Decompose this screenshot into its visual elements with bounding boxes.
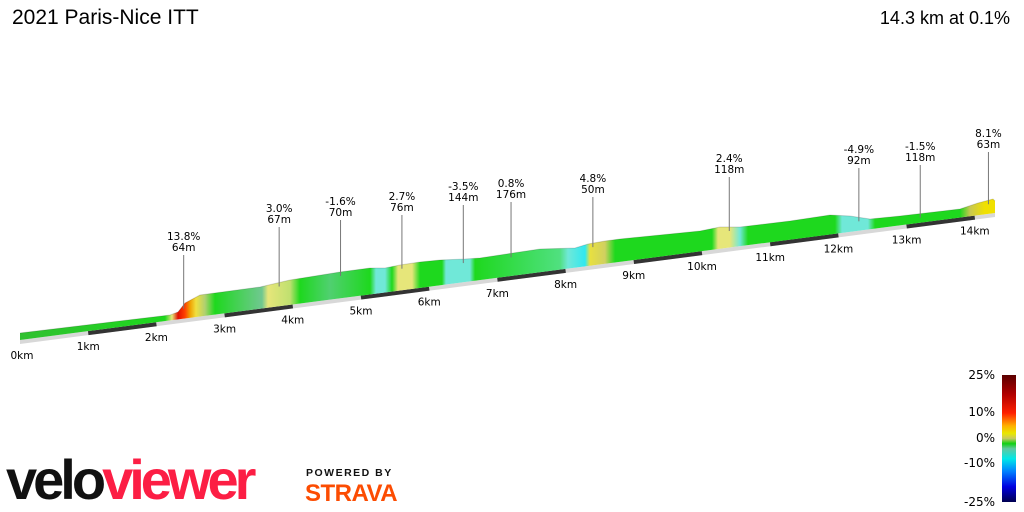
- segment-annotation: 13.8%64m: [167, 231, 200, 309]
- km-tick-label: 0km: [11, 350, 34, 362]
- elevation-ribbon: [19, 198, 996, 340]
- km-tick-label: 9km: [622, 270, 645, 282]
- km-tick-label: 3km: [213, 323, 236, 335]
- route-summary: 14.3 km at 0.1%: [879, 8, 1010, 28]
- annotation-grade: -3.5%: [448, 181, 478, 193]
- km-bar: [87, 322, 157, 336]
- annotation-grade: 13.8%: [167, 231, 200, 243]
- km-bar: [769, 233, 839, 247]
- segment-annotation: -3.5%144m: [448, 181, 479, 264]
- km-tick-label: 10km: [687, 261, 717, 273]
- annotation-length: 50m: [581, 184, 605, 196]
- legend-tick-label: -25%: [964, 495, 995, 509]
- annotation-grade: 3.0%: [266, 203, 293, 215]
- annotation-length: 118m: [714, 164, 744, 176]
- veloviewer-logo: veloviewer: [6, 448, 256, 511]
- annotation-grade: -1.5%: [905, 141, 935, 153]
- km-bar: [497, 268, 566, 282]
- segment-annotation: 8.1%63m: [975, 128, 1002, 205]
- annotation-length: 76m: [390, 202, 414, 214]
- legend-tick-label: 0%: [976, 431, 995, 445]
- annotation-length: 144m: [448, 192, 478, 204]
- km-tick-label: 7km: [486, 288, 509, 300]
- annotation-length: 92m: [847, 155, 871, 167]
- km-bar: [633, 251, 703, 265]
- annotation-length: 70m: [329, 207, 353, 219]
- legend-tick-label: -10%: [964, 456, 995, 470]
- annotation-length: 67m: [267, 214, 291, 226]
- segment-annotation: 3.0%67m: [266, 203, 293, 287]
- gradient-colorbar: [1002, 375, 1016, 502]
- km-tick-label: 8km: [554, 279, 577, 291]
- page-title: 2021 Paris-Nice ITT: [12, 6, 199, 29]
- elevation-surface: [20, 199, 995, 340]
- elevation-top-edge: [19, 198, 996, 334]
- segment-annotation: -4.9%92m: [844, 144, 874, 222]
- km-bar: [906, 215, 976, 229]
- annotation-grade: 8.1%: [975, 128, 1002, 140]
- gradient-legend: 25% 10% 0% -10% -25%: [964, 368, 1016, 509]
- segment-annotation: 4.8%50m: [580, 173, 607, 248]
- legend-tick-label: 10%: [968, 405, 995, 419]
- km-bar: [224, 304, 294, 318]
- km-tick-label: 12km: [824, 243, 854, 255]
- segment-annotation: -1.6%70m: [325, 196, 356, 276]
- annotation-grade: -1.6%: [325, 196, 355, 208]
- segment-annotation: 0.8%176m: [496, 178, 526, 258]
- km-tick-label: 14km: [960, 226, 990, 238]
- km-tick-label: 11km: [755, 252, 785, 264]
- segment-annotation: 2.7%76m: [389, 191, 416, 269]
- distance-axis: 0km 1km 2km 3km 4km 5km 6km 7km 8km 9km 10km 11km 12…: [11, 212, 995, 362]
- segment-annotation: 2.4%118m: [714, 153, 744, 231]
- annotation-grade: 0.8%: [498, 178, 525, 190]
- annotation-length: 63m: [977, 139, 1001, 151]
- km-tick-label: 6km: [418, 297, 441, 309]
- annotation-grade: 2.7%: [389, 191, 416, 203]
- annotation-length: 64m: [172, 242, 196, 254]
- km-tick-label: 1km: [77, 341, 100, 353]
- segment-annotation: -1.5%118m: [905, 141, 935, 218]
- legend-tick-label: 25%: [968, 368, 995, 382]
- annotation-length: 118m: [905, 152, 935, 164]
- powered-by-label: POWERED BY: [306, 467, 393, 479]
- annotation-grade: 2.4%: [716, 153, 743, 165]
- km-bar: [360, 286, 430, 300]
- km-tick-label: 13km: [892, 234, 922, 246]
- annotation-grade: -4.9%: [844, 144, 874, 156]
- strava-logo: STRAVA: [305, 480, 398, 507]
- segment-annotations: 13.8%64m 3.0%67m -1.6%70m 2.7%76m -3.5%144m 0…: [167, 128, 1002, 309]
- km-tick-label: 4km: [281, 314, 304, 326]
- km-tick-label: 2km: [145, 332, 168, 344]
- annotation-grade: 4.8%: [580, 173, 607, 185]
- annotation-length: 176m: [496, 189, 526, 201]
- km-tick-label: 5km: [350, 306, 373, 318]
